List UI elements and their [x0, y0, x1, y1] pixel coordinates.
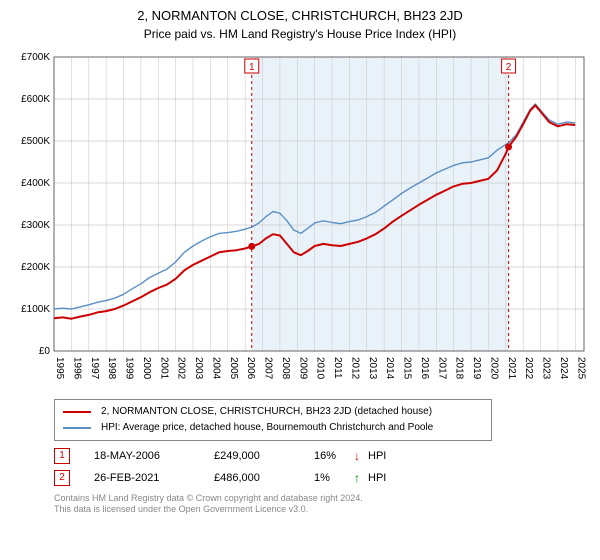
svg-text:2012: 2012	[349, 357, 360, 380]
svg-text:£200K: £200K	[21, 262, 50, 273]
svg-text:2002: 2002	[176, 357, 187, 380]
svg-text:£400K: £400K	[21, 178, 50, 189]
legend-swatch	[63, 427, 91, 429]
legend-item: HPI: Average price, detached house, Bour…	[63, 420, 483, 436]
footer-line2: This data is licensed under the Open Gov…	[54, 504, 584, 515]
svg-text:2015: 2015	[402, 357, 413, 380]
svg-text:2005: 2005	[228, 357, 239, 380]
sale-row: 2 26-FEB-2021£486,0001%↑HPI	[54, 467, 584, 489]
legend-swatch	[63, 411, 91, 413]
svg-text:2022: 2022	[523, 357, 534, 380]
sale-suffix: HPI	[368, 472, 386, 484]
svg-text:2004: 2004	[210, 357, 221, 380]
sale-pct: 1%	[314, 472, 354, 484]
svg-text:1997: 1997	[89, 357, 100, 380]
svg-text:1998: 1998	[106, 357, 117, 380]
svg-text:2017: 2017	[436, 357, 447, 380]
svg-text:2024: 2024	[558, 357, 569, 380]
svg-text:1995: 1995	[54, 357, 65, 380]
chart-title: 2, NORMANTON CLOSE, CHRISTCHURCH, BH23 2…	[10, 8, 590, 25]
svg-text:2003: 2003	[193, 357, 204, 380]
svg-text:2021: 2021	[506, 357, 517, 380]
svg-text:2023: 2023	[541, 357, 552, 380]
svg-text:£100K: £100K	[21, 304, 50, 315]
svg-text:2018: 2018	[454, 357, 465, 380]
sale-date: 26-FEB-2021	[94, 472, 214, 484]
sale-marker-box: 1	[54, 448, 70, 464]
svg-text:2010: 2010	[315, 357, 326, 380]
footer-line1: Contains HM Land Registry data © Crown c…	[54, 493, 584, 504]
sales-table: 1 18-MAY-2006£249,00016%↓HPI 2 26-FEB-2021£…	[54, 445, 584, 489]
svg-text:2019: 2019	[471, 357, 482, 380]
legend-label: HPI: Average price, detached house, Bour…	[101, 422, 433, 433]
svg-text:2016: 2016	[419, 357, 430, 380]
sale-arrow-icon: ↑	[354, 471, 368, 485]
svg-text:£0: £0	[39, 346, 51, 357]
svg-text:£500K: £500K	[21, 136, 50, 147]
svg-text:2007: 2007	[263, 357, 274, 380]
chart-subtitle: Price paid vs. HM Land Registry's House …	[10, 27, 590, 41]
svg-text:1996: 1996	[71, 357, 82, 380]
sale-date: 18-MAY-2006	[94, 450, 214, 462]
svg-text:1999: 1999	[124, 357, 135, 380]
svg-text:2001: 2001	[158, 357, 169, 380]
sale-arrow-icon: ↓	[354, 449, 368, 463]
sale-row: 1 18-MAY-2006£249,00016%↓HPI	[54, 445, 584, 467]
sale-marker-box: 2	[54, 470, 70, 486]
chart-area: £0 £100K £200K £300K £400K £500K £600K £700K 199…	[10, 51, 590, 391]
svg-text:2000: 2000	[141, 357, 152, 380]
svg-text:1: 1	[249, 62, 255, 73]
legend: 2, NORMANTON CLOSE, CHRISTCHURCH, BH23 2…	[54, 399, 492, 441]
sale-pct: 16%	[314, 450, 354, 462]
svg-text:2006: 2006	[245, 357, 256, 380]
svg-text:£700K: £700K	[21, 52, 50, 63]
legend-item: 2, NORMANTON CLOSE, CHRISTCHURCH, BH23 2…	[63, 404, 483, 420]
sale-suffix: HPI	[368, 450, 386, 462]
legend-label: 2, NORMANTON CLOSE, CHRISTCHURCH, BH23 2…	[101, 406, 432, 417]
sale-price: £486,000	[214, 472, 314, 484]
sale-price: £249,000	[214, 450, 314, 462]
svg-text:2: 2	[506, 62, 512, 73]
svg-text:£300K: £300K	[21, 220, 50, 231]
svg-text:2013: 2013	[367, 357, 378, 380]
svg-text:2011: 2011	[332, 357, 343, 379]
svg-text:2009: 2009	[297, 357, 308, 380]
svg-text:2008: 2008	[280, 357, 291, 380]
svg-text:2025: 2025	[575, 357, 586, 380]
svg-text:2014: 2014	[384, 357, 395, 380]
svg-text:2020: 2020	[488, 357, 499, 380]
line-chart: £0 £100K £200K £300K £400K £500K £600K £700K 199…	[10, 51, 590, 391]
footer-attribution: Contains HM Land Registry data © Crown c…	[54, 493, 584, 516]
svg-text:£600K: £600K	[21, 94, 50, 105]
